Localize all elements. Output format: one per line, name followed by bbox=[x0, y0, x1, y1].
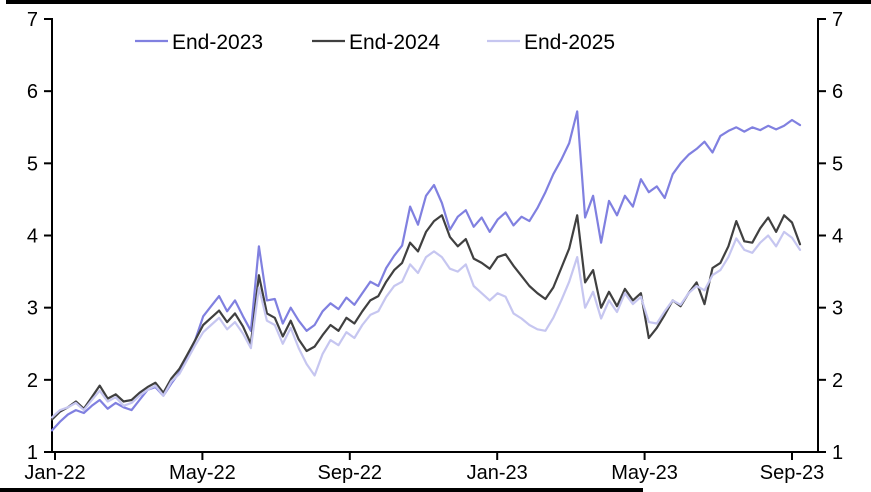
bottom-border-line bbox=[0, 488, 643, 492]
series-line-end-2025 bbox=[50, 230, 802, 419]
x-tick-label: Jan-22 bbox=[24, 462, 85, 484]
y-tick-label-left: 2 bbox=[27, 370, 38, 392]
x-tick-label: Jan-23 bbox=[467, 462, 528, 484]
x-tick-label: Sep-22 bbox=[318, 462, 383, 484]
y-tick-label-left: 1 bbox=[27, 442, 38, 464]
x-tick-label: Sep-23 bbox=[760, 462, 825, 484]
y-tick-label-left: 5 bbox=[27, 153, 38, 175]
x-tick-label: May-23 bbox=[611, 462, 678, 484]
top-border-line bbox=[6, 0, 871, 4]
y-tick-label-left: 7 bbox=[27, 9, 38, 31]
y-tick-label-right: 7 bbox=[832, 9, 843, 31]
legend-label-end-2025: End-2025 bbox=[524, 31, 615, 54]
y-tick-label-right: 6 bbox=[832, 81, 843, 103]
y-tick-label-right: 5 bbox=[832, 153, 843, 175]
y-tick-label-right: 1 bbox=[832, 442, 843, 464]
x-tick-label: May-22 bbox=[169, 462, 236, 484]
legend-label-end-2024: End-2024 bbox=[349, 31, 440, 54]
legend-label-end-2023: End-2023 bbox=[172, 31, 263, 54]
series-line-end-2023 bbox=[50, 110, 802, 432]
y-tick-label-left: 4 bbox=[27, 226, 38, 248]
y-tick-label-right: 3 bbox=[832, 298, 843, 320]
series-line-end-2024 bbox=[50, 214, 802, 421]
y-tick-label-left: 3 bbox=[27, 298, 38, 320]
y-tick-label-right: 2 bbox=[832, 370, 843, 392]
y-tick-label-right: 4 bbox=[832, 226, 843, 248]
y-tick-label-left: 6 bbox=[27, 81, 38, 103]
